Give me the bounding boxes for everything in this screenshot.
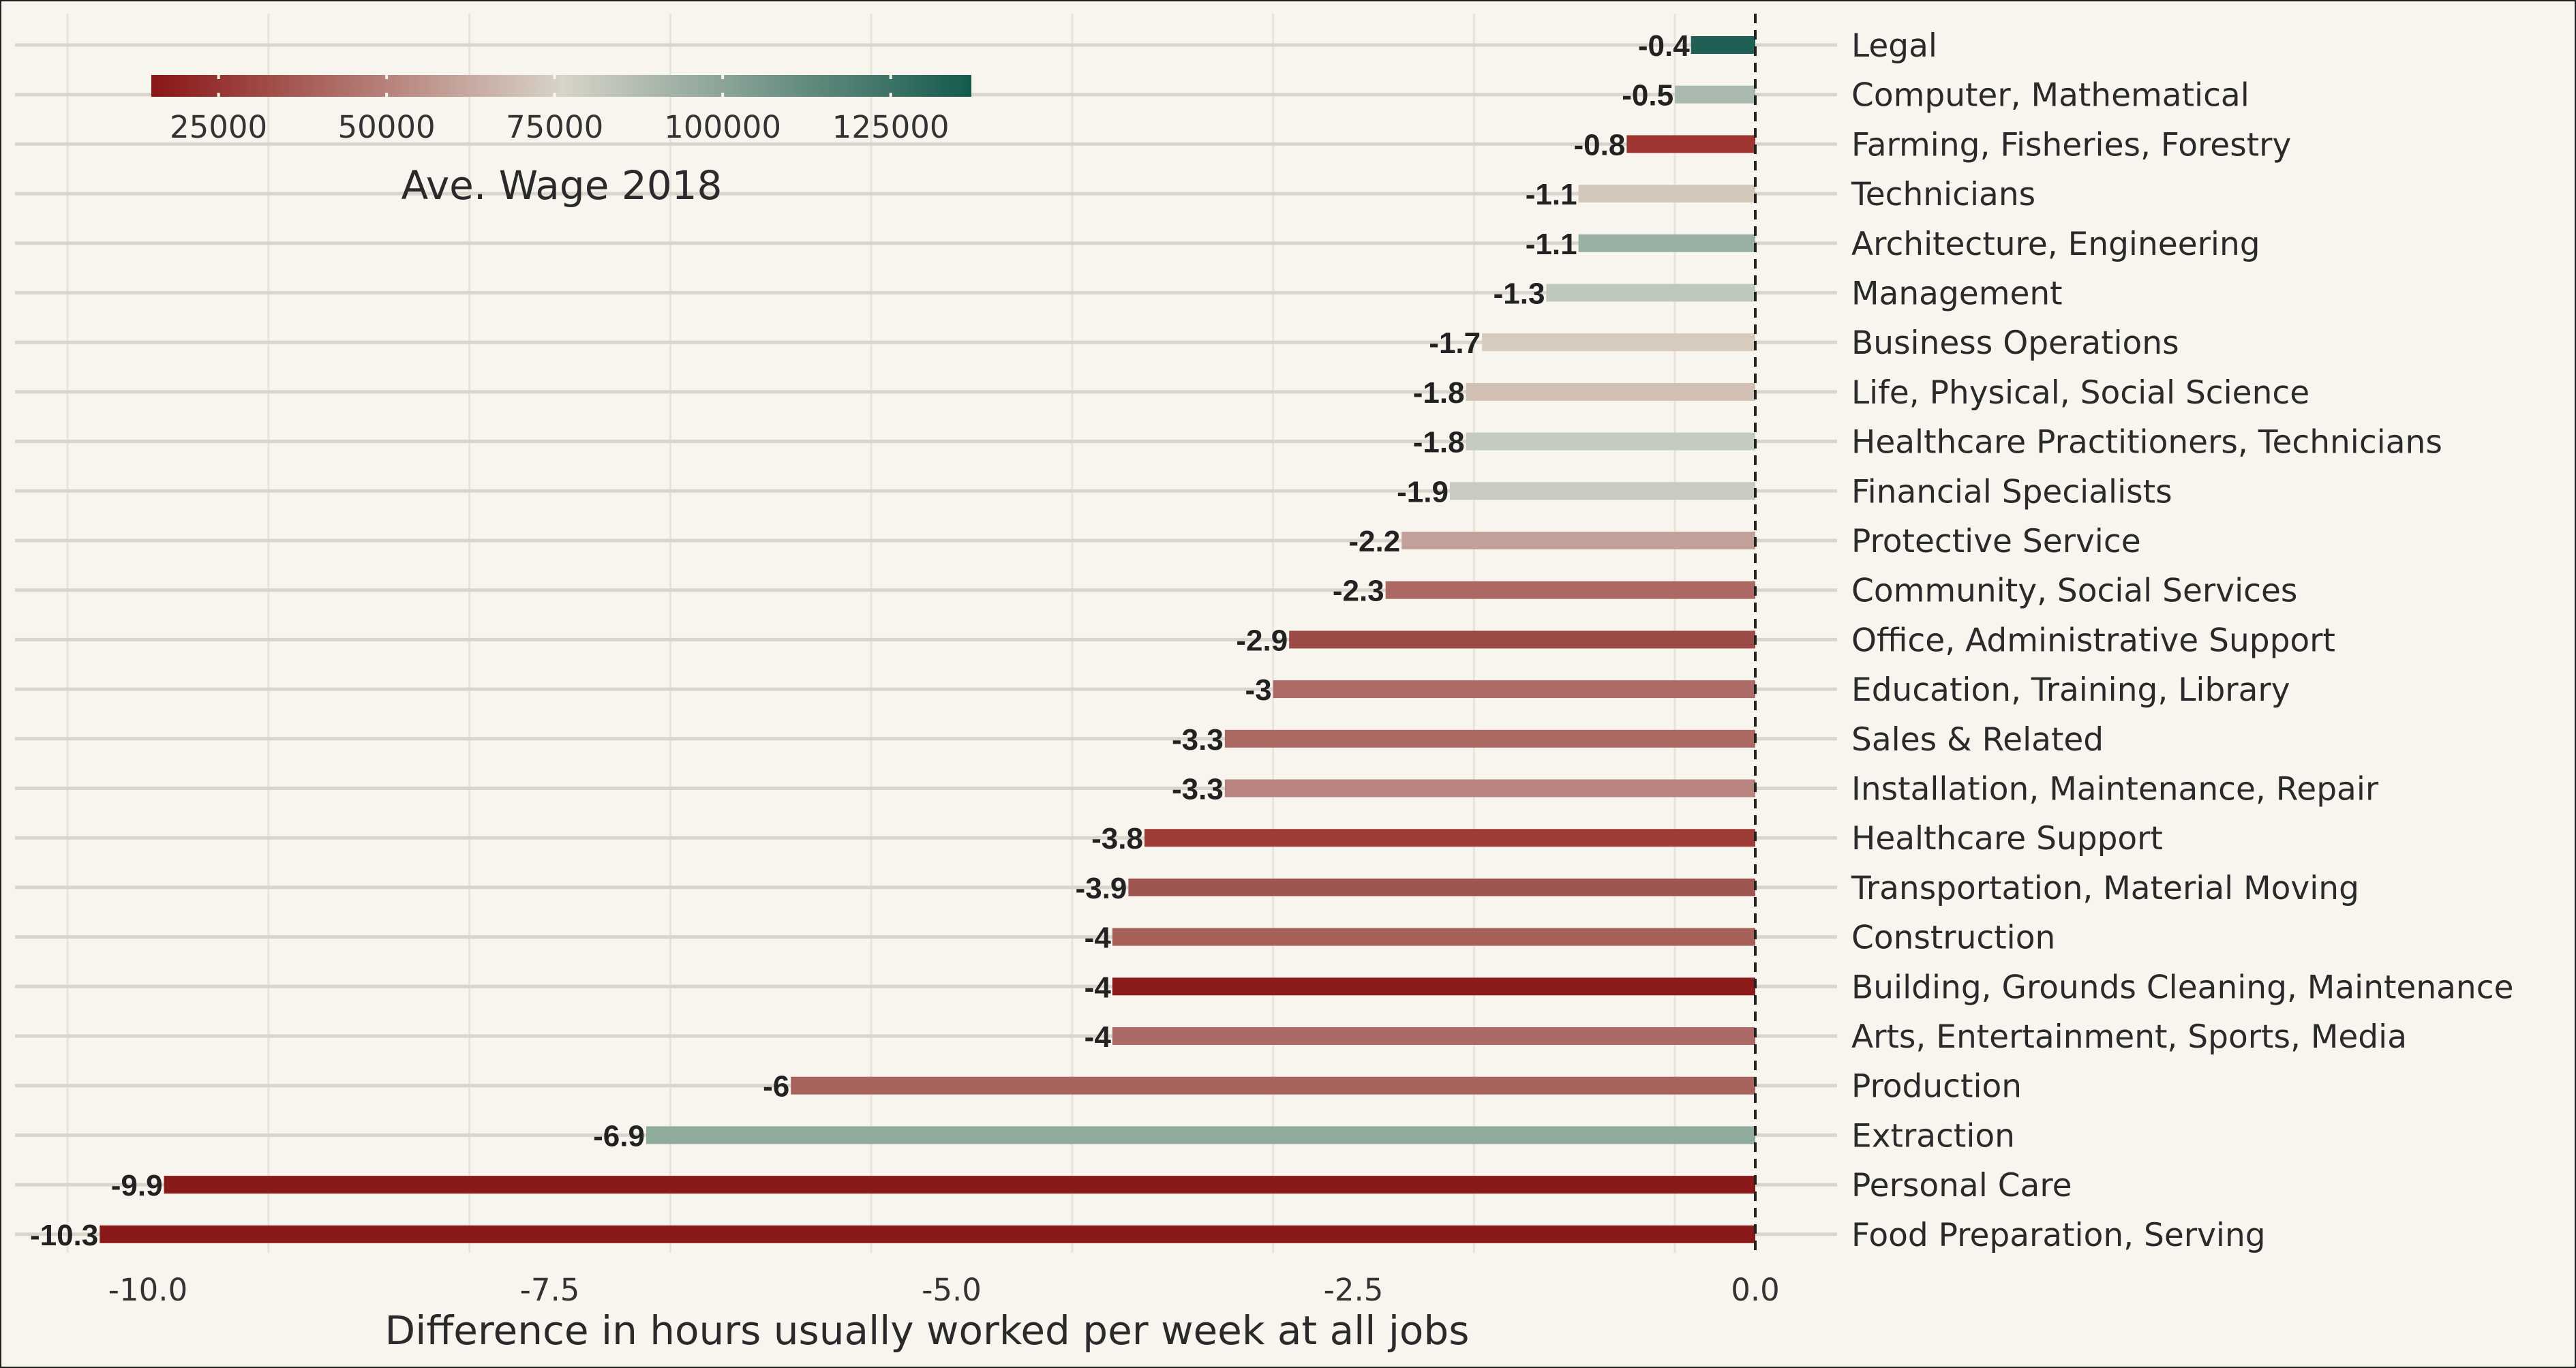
category-label: Legal: [1851, 27, 1937, 65]
value-label: -2.2: [1348, 525, 1400, 558]
bars-group: [100, 36, 1755, 1243]
category-label: Food Preparation, Serving: [1851, 1217, 2266, 1254]
bar: [1112, 977, 1755, 996]
category-label: Building, Grounds Cleaning, Maintenance: [1851, 969, 2513, 1006]
bar: [1273, 680, 1755, 699]
value-label: -1.1: [1526, 178, 1577, 211]
bar: [1578, 185, 1755, 203]
category-labels-group: Legal Computer, Mathematical Farming, Fish…: [1851, 27, 2513, 1254]
x-tick-labels-group: -10.0 -7.5 -5.0 -2.5 0.0: [108, 1272, 1780, 1308]
x-tick-label: -5.0: [922, 1272, 982, 1308]
category-label: Healthcare Support: [1851, 820, 2163, 857]
bar: [791, 1076, 1755, 1095]
colorbar: [151, 75, 971, 97]
bar: [1224, 729, 1755, 748]
value-label: -3.3: [1172, 723, 1224, 757]
value-label: -0.4: [1638, 29, 1690, 63]
category-label: Management: [1851, 275, 2063, 313]
colorbar-tick-label: 25000: [170, 109, 267, 145]
colorbar-legend: 25000 50000 75000 100000 125000 Ave. Wage 20…: [151, 75, 971, 209]
category-label: Education, Training, Library: [1851, 671, 2290, 709]
value-label: -2.9: [1236, 624, 1288, 657]
bar: [1482, 333, 1755, 352]
value-labels-group: -0.4 -0.5 -0.8 -1.1 -1.1 -1.3 -1.7 -1.8 -1.8 -1.9…: [30, 29, 1690, 1252]
bar: [1449, 482, 1755, 500]
category-label: Construction: [1851, 919, 2055, 957]
colorbar-tick-label: 125000: [832, 109, 950, 145]
category-label: Protective Service: [1851, 523, 2141, 560]
bar: [1289, 630, 1755, 649]
colorbar-tick-label: 50000: [338, 109, 436, 145]
value-label: -2.3: [1333, 575, 1384, 608]
value-label: -1.1: [1526, 228, 1577, 261]
category-label: Extraction: [1851, 1117, 2015, 1155]
value-label: -1.7: [1429, 326, 1481, 360]
bar: [100, 1225, 1755, 1243]
x-tick-label: -10.0: [108, 1272, 187, 1308]
bar: [1144, 829, 1755, 847]
colorbar-tick-label: 100000: [664, 109, 781, 145]
category-label: Computer, Mathematical: [1851, 77, 2249, 115]
category-label: Farming, Fisheries, Forestry: [1851, 126, 2291, 164]
value-label: -0.5: [1622, 79, 1673, 112]
bar: [1546, 284, 1755, 302]
value-label: -6.9: [593, 1119, 645, 1153]
category-label: Technicians: [1851, 176, 2035, 213]
x-tick-label: 0.0: [1731, 1272, 1780, 1308]
bar: [1224, 779, 1755, 797]
category-label: Production: [1851, 1068, 2022, 1106]
category-label: Business Operations: [1851, 324, 2179, 362]
x-tick-label: -2.5: [1324, 1272, 1384, 1308]
bar: [1128, 878, 1755, 896]
bar: [1385, 581, 1755, 599]
colorbar-tick-label: 75000: [506, 109, 603, 145]
x-tick-label: -7.5: [520, 1272, 580, 1308]
bar: [164, 1176, 1755, 1194]
category-label: Financial Specialists: [1851, 473, 2172, 511]
bar: [1691, 36, 1755, 54]
value-label: -4: [1085, 1020, 1112, 1054]
value-label: -3.8: [1091, 822, 1143, 855]
bar: [1578, 234, 1755, 252]
value-label: -3: [1245, 673, 1271, 707]
value-label: -9.9: [111, 1169, 163, 1202]
value-label: -6: [763, 1070, 789, 1104]
bar: [1112, 1027, 1755, 1045]
x-axis-label: Difference in hours usually worked per w…: [385, 1307, 1470, 1354]
category-label: Transportation, Material Moving: [1851, 870, 2359, 907]
value-label: -4: [1085, 922, 1112, 955]
value-label: -1.3: [1494, 277, 1545, 311]
bar: [1466, 432, 1755, 451]
category-label: Office, Administrative Support: [1851, 622, 2335, 659]
value-label: -1.8: [1413, 426, 1465, 459]
bar: [1112, 928, 1755, 946]
bar: [1466, 382, 1755, 401]
category-label: Sales & Related: [1851, 721, 2104, 759]
bar: [1675, 85, 1755, 104]
category-label: Life, Physical, Social Science: [1851, 374, 2309, 412]
value-label: -1.8: [1413, 376, 1465, 410]
value-label: -10.3: [30, 1219, 98, 1252]
value-label: -1.9: [1397, 475, 1449, 508]
category-label: Architecture, Engineering: [1851, 226, 2260, 263]
value-label: -4: [1085, 971, 1112, 1004]
category-label: Arts, Entertainment, Sports, Media: [1851, 1018, 2407, 1056]
bar: [646, 1126, 1755, 1144]
category-label: Installation, Maintenance, Repair: [1851, 771, 2379, 808]
colorbar-title: Ave. Wage 2018: [401, 162, 723, 209]
value-label: -3.9: [1076, 872, 1127, 905]
category-label: Personal Care: [1851, 1167, 2072, 1204]
category-label: Community, Social Services: [1851, 573, 2297, 610]
bar: [1626, 135, 1755, 153]
bar: [1401, 532, 1755, 549]
value-label: -3.3: [1172, 773, 1224, 806]
colorbar-ticks: 25000 50000 75000 100000 125000: [170, 75, 950, 145]
category-label: Healthcare Practitioners, Technicians: [1851, 424, 2442, 461]
value-label: -0.8: [1574, 128, 1626, 162]
